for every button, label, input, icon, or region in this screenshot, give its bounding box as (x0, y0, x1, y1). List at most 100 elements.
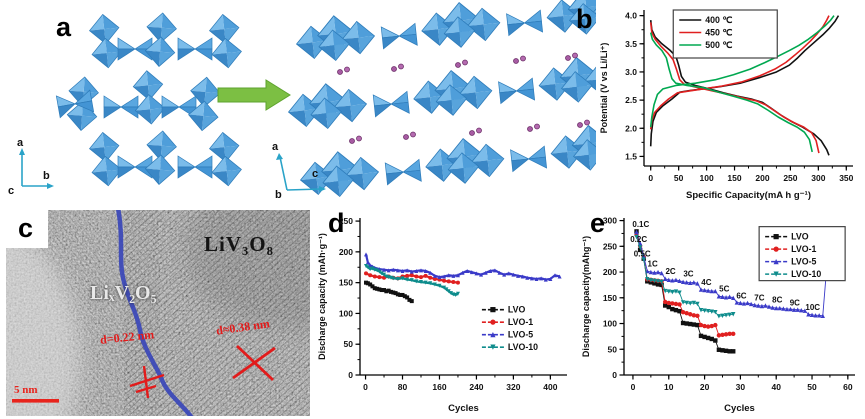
legend: LVO LVO-1 LVO-5 LVO-10 (758, 226, 846, 282)
axis-a-label-right: a (272, 141, 279, 153)
svg-text:0: 0 (631, 382, 636, 392)
rate-annotation: 0.5C (634, 250, 651, 259)
svg-text:LVO-10: LVO-10 (791, 269, 821, 279)
y-axis-label: Discharge capacity (mAh·g⁻¹) (317, 233, 327, 360)
svg-text:LVO-5: LVO-5 (508, 330, 533, 340)
svg-text:0: 0 (612, 370, 617, 380)
svg-text:0: 0 (648, 173, 653, 183)
panel-c-letter-box: c (6, 210, 48, 248)
tem-graphic (6, 210, 310, 416)
svg-text:350: 350 (839, 173, 853, 183)
structure-before (55, 12, 243, 187)
svg-text:LVO: LVO (791, 232, 809, 242)
svg-text:400 ℃: 400 ℃ (705, 15, 732, 25)
svg-text:2.0: 2.0 (625, 123, 637, 133)
panel-c-tem-image: c LiV₃O₈ LiₓV₂O₅ d=0.22 nm d≈0.38 nm 5 n… (6, 210, 310, 416)
svg-text:0: 0 (363, 382, 368, 392)
svg-text:150: 150 (603, 293, 617, 303)
svg-text:250: 250 (783, 173, 797, 183)
svg-text:2.5: 2.5 (625, 95, 637, 105)
svg-text:450 ℃: 450 ℃ (705, 28, 732, 38)
svg-text:400: 400 (543, 382, 557, 392)
x-axis-label: Cycles (448, 403, 479, 414)
rate-annotation: 8C (772, 295, 782, 304)
panel-c-letter: c (18, 213, 34, 243)
chart-b: 0 50 100 150 200 250 300 350 1.5 2.0 2.5 3.0 3.5 4.0 S… (599, 9, 854, 201)
panel-b-letter: b (576, 4, 593, 34)
svg-text:250: 250 (339, 216, 353, 226)
axis-indicator-left (19, 148, 54, 189)
svg-text:80: 80 (398, 382, 408, 392)
series-LVO-1 (364, 271, 460, 285)
svg-text:200: 200 (755, 173, 769, 183)
series-400C-charge (649, 15, 840, 147)
svg-text:LVO: LVO (508, 305, 526, 315)
svg-text:50: 50 (344, 339, 354, 349)
svg-text:50: 50 (608, 344, 618, 354)
legend: LVO LVO-1 LVO-5 LVO-10 (481, 305, 538, 352)
svg-text:10: 10 (664, 382, 674, 392)
y-axis-label: Discharge capacity(mAhg⁻¹) (581, 236, 591, 357)
panel-a-letter: a (56, 12, 72, 42)
rate-annotation: 9C (790, 299, 800, 308)
rate-annotation: 3C (683, 270, 693, 279)
ticks: 0 80 160 240 320 400 0 50 100 150 200 250 (339, 216, 558, 392)
axis-a-label-left: a (17, 137, 24, 149)
phase-label-lixv2o5: LiₓV₂O₅ (90, 282, 157, 304)
svg-text:100: 100 (699, 173, 713, 183)
svg-text:1.5: 1.5 (625, 151, 637, 161)
rate-annotation: 6C (736, 291, 746, 300)
panel-d-letter: d (328, 208, 345, 238)
series-LVO (364, 280, 414, 304)
svg-text:50: 50 (674, 173, 684, 183)
rate-annotation: 0.1C (632, 220, 649, 229)
scale-bar (12, 399, 59, 403)
svg-text:0: 0 (348, 370, 353, 380)
svg-text:300: 300 (811, 173, 825, 183)
series-LVO-5 (364, 252, 562, 282)
svg-text:40: 40 (771, 382, 781, 392)
phase-boundary-line (116, 210, 194, 416)
y-axis-label: Potential (V vs Li/Li⁺) (599, 43, 609, 134)
d-spacing-mark-outer (232, 344, 276, 382)
axis-c-label-right: c (312, 168, 318, 180)
svg-text:3.0: 3.0 (625, 67, 637, 77)
transformation-arrow (217, 79, 291, 111)
x-axis-label: Cycles (724, 403, 755, 414)
rate-annotation: 10C (805, 303, 820, 312)
svg-text:500 ℃: 500 ℃ (705, 40, 732, 50)
legend: 400 ℃ 450 ℃ 500 ℃ (672, 9, 778, 59)
svg-text:240: 240 (469, 382, 483, 392)
svg-text:100: 100 (603, 319, 617, 329)
svg-text:100: 100 (339, 308, 353, 318)
x-axis-label: Specific Capacity(mA h g⁻¹) (686, 190, 811, 201)
svg-text:150: 150 (339, 278, 353, 288)
svg-text:LVO-5: LVO-5 (791, 257, 816, 267)
rate-annotation: 7C (754, 293, 764, 302)
rate-annotation: 5C (719, 285, 729, 294)
svg-text:20: 20 (700, 382, 710, 392)
d-spacing-mark-inner (129, 365, 165, 399)
svg-text:160: 160 (432, 382, 446, 392)
phase-label-liv3o8: LiV₃O₈ (204, 232, 274, 256)
axes (359, 218, 567, 376)
structure-after (286, 0, 596, 200)
series-LVO-1 (634, 232, 736, 338)
svg-text:320: 320 (506, 382, 520, 392)
svg-text:200: 200 (339, 247, 353, 257)
svg-text:3.5: 3.5 (625, 39, 637, 49)
ticks: 0 50 100 150 200 250 300 350 1.5 2.0 2.5 3.0 3.5 4.0 (625, 11, 853, 183)
rate-annotation: 0.2C (630, 235, 647, 244)
panel-e-letter: e (590, 208, 606, 238)
axis-c-label-left: c (8, 185, 14, 197)
svg-text:200: 200 (603, 267, 617, 277)
chart-d: 0 80 160 240 320 400 0 50 100 150 200 250 Cycles Disc… (317, 216, 567, 414)
svg-text:250: 250 (603, 241, 617, 251)
svg-text:4.0: 4.0 (625, 11, 637, 21)
panel-a-structure-diagram: a b c a b c (8, 0, 596, 201)
series-500C-charge (649, 15, 835, 128)
ticks: 0 10 20 30 40 50 60 0 50 100 150 200 250 300 (603, 216, 853, 392)
svg-text:LVO-1: LVO-1 (508, 317, 533, 327)
svg-text:300: 300 (603, 216, 617, 226)
